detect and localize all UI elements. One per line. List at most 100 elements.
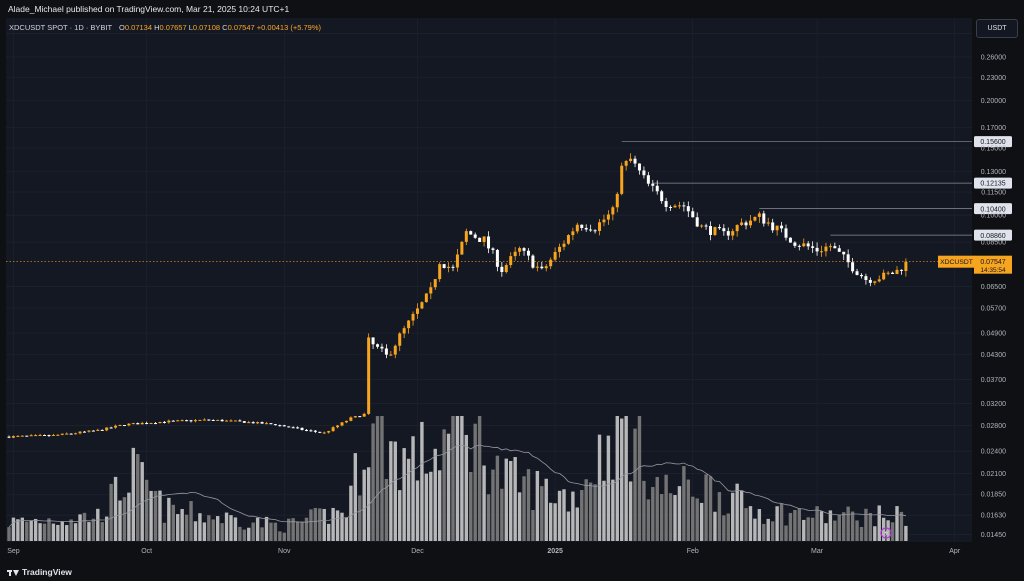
y-tick-label: 0.06500 xyxy=(981,284,1006,291)
volume-bar xyxy=(504,458,508,541)
candle-body xyxy=(29,435,33,437)
volume-bar xyxy=(624,416,628,541)
candle-body xyxy=(180,420,184,422)
volume-bar xyxy=(522,476,526,541)
price-level-value: 0.12135 xyxy=(980,181,1005,188)
volume-bar xyxy=(51,523,56,541)
candle-body xyxy=(362,413,366,417)
volume-bar xyxy=(393,441,397,541)
volume-bar xyxy=(593,484,597,541)
candle-body xyxy=(291,427,295,429)
volume-bar xyxy=(358,495,362,541)
volume-bar xyxy=(380,416,384,541)
candle-body xyxy=(149,423,153,425)
volume-bar xyxy=(331,507,335,541)
volume-bar xyxy=(47,518,51,541)
volume-bar xyxy=(526,469,531,541)
volume-bar xyxy=(571,491,575,541)
volume-bar xyxy=(606,435,611,541)
candle-body xyxy=(331,427,335,432)
volume-bar xyxy=(220,523,224,541)
volume-bar xyxy=(677,486,682,541)
candle-body xyxy=(873,281,877,283)
candle-body xyxy=(43,434,47,436)
candle-body xyxy=(349,417,353,421)
volume-bar xyxy=(140,462,144,541)
volume-bar xyxy=(868,512,873,541)
candle-body xyxy=(367,337,371,414)
symbol-name: XDCUSDT SPOT · 1D · BYBIT xyxy=(9,23,112,32)
candle-body xyxy=(482,236,486,242)
volume-bar xyxy=(637,416,642,541)
candle-body xyxy=(824,246,828,252)
candle-body xyxy=(780,225,784,229)
volume-bar xyxy=(38,523,42,541)
tradingview-logo[interactable]: TradingView xyxy=(7,567,72,577)
candle-body xyxy=(580,224,584,228)
volume-bar xyxy=(349,485,353,541)
candle-body xyxy=(109,427,113,429)
volume-bar xyxy=(548,502,553,541)
volume-bar xyxy=(455,416,460,541)
candle-body xyxy=(313,430,317,432)
open-label: O xyxy=(119,23,125,32)
low-value: 0.07108 xyxy=(192,23,221,32)
candle-body xyxy=(242,421,246,423)
volume-bar xyxy=(269,522,273,541)
volume-bar xyxy=(82,512,87,541)
candle-body xyxy=(775,225,779,231)
volume-bar xyxy=(500,488,504,541)
candle-body xyxy=(127,423,131,426)
volume-bar xyxy=(691,496,695,541)
volume-bar xyxy=(713,511,717,541)
flash-icon xyxy=(880,527,892,539)
volume-bar xyxy=(655,477,659,541)
volume-bar xyxy=(837,514,841,541)
volume-bar xyxy=(477,416,482,541)
candle-body xyxy=(171,420,175,422)
volume-bar xyxy=(753,518,757,541)
price-levels: 0.15600 0.12135 0.10400 0.08860 xyxy=(621,136,1012,241)
volume-bar xyxy=(460,416,464,541)
last-price-symbol-tag xyxy=(938,255,975,268)
candle-body xyxy=(620,165,624,194)
volume-bar xyxy=(189,501,193,541)
candle-body xyxy=(575,224,579,232)
y-tick-label: 0.02100 xyxy=(981,471,1006,478)
candle-body xyxy=(713,227,717,235)
candle-body xyxy=(189,420,193,422)
volume-bar xyxy=(797,508,802,541)
candle-body xyxy=(238,420,242,422)
candle-body xyxy=(154,423,158,425)
candle-body xyxy=(451,266,455,268)
candle-body xyxy=(806,243,810,247)
candle-body xyxy=(464,231,468,242)
candle-body xyxy=(273,424,277,426)
candle-body xyxy=(664,201,668,207)
change-value: +0.00413 (+5.79%) xyxy=(256,23,321,32)
candle-body xyxy=(82,431,86,433)
volume-bar xyxy=(611,479,615,541)
volume-bar xyxy=(819,511,824,541)
candle-body xyxy=(100,429,104,431)
candle-body xyxy=(74,433,78,435)
x-tick-label: Apr xyxy=(949,548,961,555)
candle-body xyxy=(771,222,775,231)
candle-body xyxy=(833,246,837,249)
volume-bar xyxy=(602,480,606,541)
volume-bar xyxy=(211,519,215,541)
currency-button[interactable]: USDT xyxy=(976,19,1018,38)
y-tick-label: 0.03200 xyxy=(981,401,1006,408)
volume-bar xyxy=(295,521,300,541)
y-tick-label: 0.23000 xyxy=(981,75,1006,82)
volume-bar xyxy=(300,521,304,541)
logo-text: TradingView xyxy=(22,567,72,577)
candle-body xyxy=(167,420,171,423)
grid xyxy=(6,18,972,542)
candle-body xyxy=(140,422,144,425)
plot-area[interactable] xyxy=(6,18,972,542)
close-label: C xyxy=(222,23,228,32)
volume-bar xyxy=(366,467,371,541)
volume-bar xyxy=(788,512,793,541)
